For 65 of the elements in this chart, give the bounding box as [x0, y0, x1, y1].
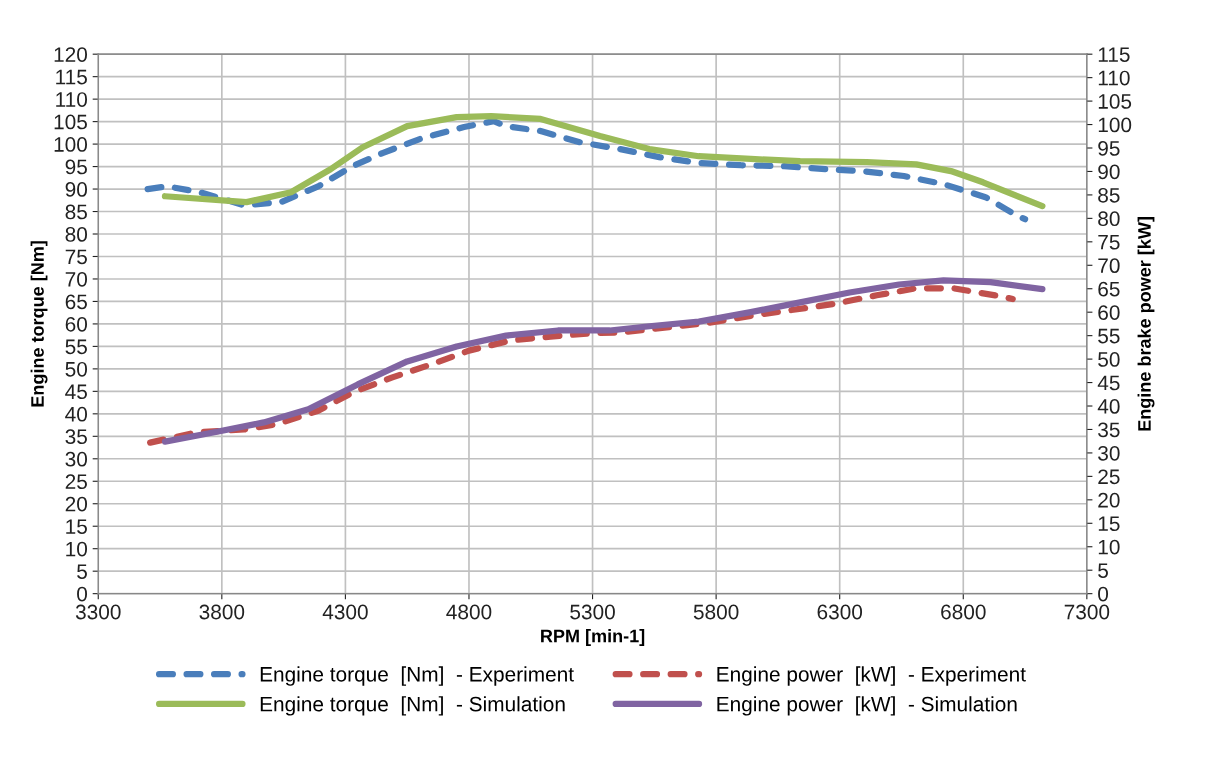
y-tick-label: 85	[65, 204, 87, 220]
y-tick-label: 90	[65, 182, 88, 197]
y-tick-label: 15	[66, 519, 87, 534]
x-tick-label: 5300	[570, 604, 615, 620]
y2-tick-label: 65	[1098, 281, 1120, 297]
y2-tick-label: 30	[1098, 445, 1120, 461]
y2-tick-label: 5	[1098, 563, 1108, 578]
y2-tick-label: 55	[1098, 328, 1120, 344]
y2-tick-label: 80	[1098, 211, 1120, 227]
y-tick-label: 100	[54, 137, 88, 152]
y2-tick-label: 95	[1098, 141, 1120, 156]
y-axis-title: Engine torque [Nm]	[30, 241, 48, 407]
x-tick-label: 6800	[941, 604, 986, 620]
x-tick-label: 3800	[199, 604, 245, 620]
y2-tick-label: 100	[1098, 117, 1132, 133]
y2-tick-label: 60	[1098, 305, 1120, 320]
legend-label: Engine torque [Nm] - Experiment	[260, 666, 574, 686]
y-tick-label: 25	[65, 474, 87, 490]
x-tick-label: 7300	[1064, 604, 1110, 620]
y-tick-label: 30	[65, 451, 88, 467]
y-tick-label: 0	[77, 586, 88, 602]
x-tick-label: 4300	[322, 604, 368, 620]
y2-tick-label: 10	[1098, 539, 1120, 555]
y-tick-label: 110	[56, 92, 88, 107]
legend-label: Engine power [kW] - Experiment	[717, 666, 1026, 686]
y-tick-label: 10	[66, 541, 88, 557]
y-tick-label: 60	[65, 316, 88, 332]
y2-tick-label: 15	[1098, 516, 1120, 532]
x-tick-label: 4800	[446, 604, 492, 620]
y2-tick-label: 105	[1098, 94, 1132, 109]
y2-tick-label: 70	[1098, 258, 1120, 274]
y2-tick-label: 40	[1097, 399, 1120, 414]
y2-tick-label: 90	[1098, 164, 1120, 180]
y-tick-label: 115	[56, 69, 87, 85]
legend-label: Engine power [kW] - Simulation	[717, 696, 1017, 716]
y2-tick-label: 115	[1098, 47, 1130, 62]
y-tick-label: 120	[54, 47, 88, 62]
y-tick-label: 65	[65, 294, 87, 310]
y2-tick-label: 110	[1098, 70, 1130, 86]
y2-tick-label: 20	[1098, 492, 1120, 508]
legend-label: Engine torque [Nm] - Simulation	[260, 696, 565, 716]
y-tick-label: 35	[65, 429, 87, 445]
y2-tick-label: 25	[1098, 469, 1120, 485]
y-tick-label: 40	[65, 406, 88, 422]
y-tick-label: 55	[65, 339, 87, 355]
y-tick-label: 105	[54, 114, 87, 130]
y2-tick-label: 85	[1098, 187, 1120, 203]
x-tick-label: 3300	[75, 604, 121, 620]
x-tick-label: 5800	[693, 604, 739, 620]
y2-tick-label: 35	[1098, 422, 1120, 438]
y2-tick-label: 45	[1097, 375, 1120, 391]
y-tick-label: 80	[65, 227, 88, 242]
y-tick-label: 45	[65, 384, 87, 400]
x-tick-label: 6300	[817, 604, 863, 620]
y2-tick-label: 75	[1098, 235, 1120, 250]
x-axis-title: RPM [min-1]	[541, 629, 645, 646]
y2-tick-label: 0	[1098, 586, 1109, 602]
y-tick-label: 75	[65, 249, 87, 265]
y-tick-label: 95	[65, 159, 87, 175]
y-tick-label: 5	[77, 564, 87, 579]
y-tick-label: 50	[65, 361, 88, 377]
y-tick-label: 70	[65, 271, 88, 287]
y-tick-label: 20	[65, 496, 88, 512]
y2-axis-title: Engine brake power [kW]	[1137, 217, 1155, 431]
y2-tick-label: 50	[1098, 352, 1120, 367]
